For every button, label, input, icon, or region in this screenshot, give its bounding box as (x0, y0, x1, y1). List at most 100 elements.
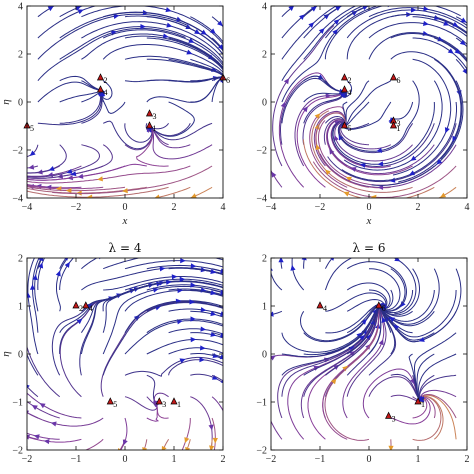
stream-arrow (219, 354, 223, 360)
critical-point-marker (96, 73, 105, 81)
streamline (102, 44, 223, 82)
stream-arrow (66, 168, 73, 174)
stream-arrow (210, 311, 217, 317)
x-tick-label: 2 (172, 202, 177, 213)
streamline (331, 121, 435, 168)
streamline (27, 165, 82, 177)
critical-point-label: 1 (177, 400, 181, 409)
stream-arrow (361, 318, 367, 325)
x-tick-label: −1 (71, 454, 82, 465)
streamline (146, 284, 223, 292)
stream-arrow (64, 261, 70, 268)
streamline (146, 374, 159, 406)
stream-arrow (377, 161, 384, 167)
stream-arrow (76, 190, 82, 196)
stream-arrow (220, 379, 223, 383)
streamline (324, 258, 334, 269)
streamline (102, 280, 223, 312)
streamline (281, 6, 337, 60)
stream-arrow (452, 21, 459, 27)
x-tick-label: 4 (221, 202, 226, 213)
stream-arrow (377, 184, 384, 191)
streamline (303, 6, 364, 60)
streamline (81, 6, 223, 45)
streamline (392, 58, 452, 176)
streamlines (271, 6, 467, 198)
streamline (302, 139, 435, 198)
streamline (81, 267, 223, 291)
streamlines (18, 258, 223, 450)
stream-arrow (31, 405, 38, 411)
stream-arrow (159, 266, 166, 272)
y-tick-label: −4 (12, 194, 23, 205)
x-tick-label: −4 (266, 202, 277, 213)
critical-point-marker (389, 73, 398, 81)
critical-point-label: 1 (153, 124, 157, 133)
stream-arrow (199, 357, 205, 363)
y-tick-label: 1 (18, 302, 23, 313)
streamline (27, 163, 147, 181)
streamline (398, 58, 462, 183)
streamline (311, 110, 413, 193)
streamline (434, 37, 467, 63)
stream-arrow (171, 274, 178, 280)
y-tick-label: 0 (262, 350, 267, 361)
streamline (27, 144, 101, 178)
stream-arrow (97, 176, 103, 182)
streamline (271, 270, 283, 291)
critical-point-label: 2 (104, 76, 108, 85)
critical-point-label: 3 (153, 112, 157, 121)
stream-arrow (315, 144, 321, 151)
stream-arrow (329, 258, 335, 261)
stream-arrow (122, 188, 128, 194)
stream-arrow (77, 173, 84, 179)
stream-arrow (117, 447, 122, 450)
streamline (124, 396, 159, 411)
stream-arrow (302, 106, 308, 113)
stream-arrow (452, 135, 458, 142)
stream-arrow (190, 193, 197, 198)
stream-arrow (423, 20, 429, 27)
stream-arrow (18, 317, 23, 323)
stream-arrow (165, 279, 172, 285)
streamline (291, 258, 305, 291)
stream-arrow (454, 48, 461, 55)
streamline (37, 27, 186, 82)
y-tick-label: 2 (262, 50, 267, 61)
streamline (124, 300, 223, 333)
streamline (380, 268, 462, 343)
x-tick-label: 1 (172, 454, 177, 465)
x-tick-label: −2 (266, 454, 277, 465)
y-tick-label: −2 (12, 446, 23, 457)
critical-point-label: 4 (104, 88, 108, 97)
stream-arrow (345, 176, 352, 182)
stream-arrow (140, 23, 146, 30)
streamline (27, 165, 191, 184)
stream-arrow (389, 317, 396, 323)
critical-point-marker (155, 397, 163, 405)
streamline (146, 16, 223, 56)
stream-arrow (210, 290, 217, 296)
streamlines (27, 6, 223, 198)
stream-arrow (190, 316, 196, 322)
stream-arrow (301, 258, 307, 261)
streamline (59, 91, 105, 124)
streamline (412, 16, 467, 38)
stream-arrow (200, 29, 207, 35)
stream-arrow (436, 158, 443, 165)
critical-point-marker (340, 73, 349, 81)
critical-point-marker (145, 109, 154, 117)
stream-arrow (50, 421, 57, 427)
streamline (390, 33, 467, 62)
streamline (102, 301, 223, 376)
stream-arrow (161, 445, 167, 450)
stream-arrow (217, 20, 223, 27)
stream-arrow (333, 134, 339, 142)
stream-arrow (27, 347, 28, 349)
streamline (146, 301, 223, 312)
stream-arrow (133, 314, 140, 321)
stream-arrow (271, 267, 273, 271)
streamline (319, 144, 457, 188)
panel-4: 4 6 3 1 −2 −1 0 1 2 −2 −1 0 1 2 λ = 6 (256, 241, 469, 465)
